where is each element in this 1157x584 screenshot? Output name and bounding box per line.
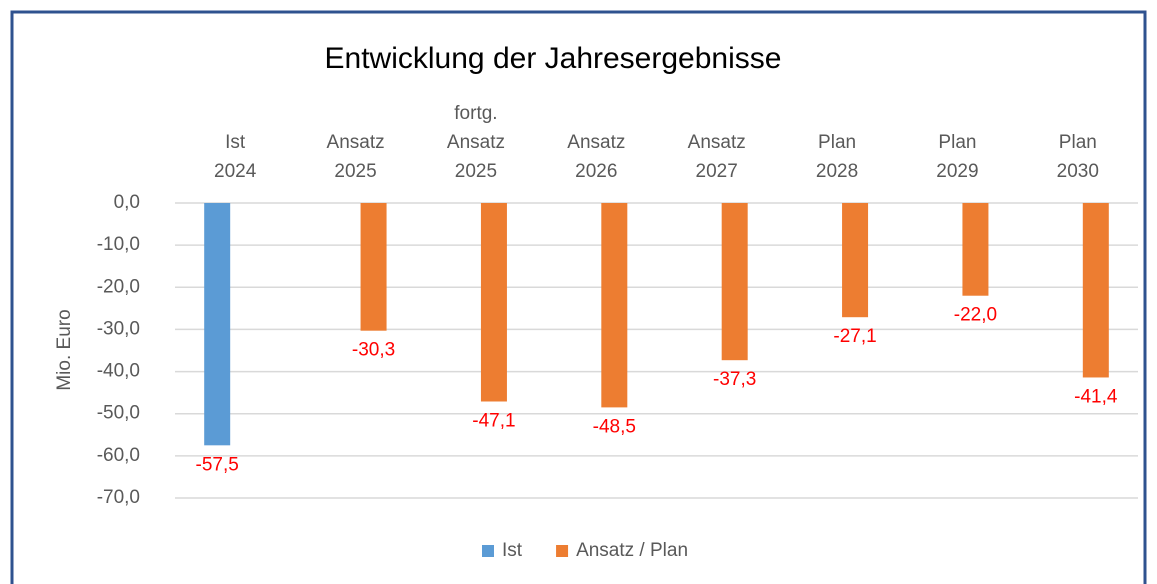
x-tick-label: Ist xyxy=(225,132,246,153)
x-tick-label: 2025 xyxy=(334,161,376,182)
chart-title: Entwicklung der Jahresergebnisse xyxy=(325,42,782,75)
x-tick-label: Plan xyxy=(818,132,856,153)
bar xyxy=(842,203,869,318)
x-tick-label: 2025 xyxy=(455,161,497,182)
x-tick-label: 2029 xyxy=(936,161,978,182)
y-tick-label: -30,0 xyxy=(97,318,140,339)
value-label: -22,0 xyxy=(954,305,997,326)
y-axis-label: Mio. Euro xyxy=(54,309,75,390)
bar xyxy=(204,203,231,446)
x-tick-label: 2026 xyxy=(575,161,617,182)
x-tick-label: 2028 xyxy=(816,161,858,182)
x-tick-label: Plan xyxy=(938,132,976,153)
bar xyxy=(721,203,748,361)
bar xyxy=(360,203,387,331)
value-label: -47,1 xyxy=(472,411,515,432)
value-label: -37,3 xyxy=(713,369,756,390)
legend-label: Ansatz / Plan xyxy=(576,540,688,561)
bar xyxy=(962,203,989,296)
x-tick-label: Ansatz xyxy=(447,132,505,153)
legend-swatch xyxy=(482,545,494,557)
bar xyxy=(1082,203,1109,378)
value-label: -48,5 xyxy=(593,416,636,437)
y-tick-label: -20,0 xyxy=(97,276,140,297)
value-label: -30,3 xyxy=(352,340,395,361)
y-tick-label: -70,0 xyxy=(97,487,140,508)
bar xyxy=(601,203,628,408)
x-tick-label: Ansatz xyxy=(688,132,746,153)
value-label: -57,5 xyxy=(196,454,239,475)
value-label: -27,1 xyxy=(833,326,876,347)
x-tick-label: 2024 xyxy=(214,161,257,182)
y-tick-label: 0,0 xyxy=(114,192,140,213)
y-tick-label: -10,0 xyxy=(97,234,140,255)
bar xyxy=(480,203,507,402)
y-tick-label: -40,0 xyxy=(97,361,140,382)
x-tick-label: Plan xyxy=(1059,132,1097,153)
x-tick-label: Ansatz xyxy=(327,132,385,153)
x-tick-label: fortg. xyxy=(454,103,497,124)
y-tick-label: -50,0 xyxy=(97,403,140,424)
legend-label: Ist xyxy=(502,540,523,561)
x-tick-label: 2030 xyxy=(1057,161,1099,182)
value-label: -41,4 xyxy=(1074,386,1118,407)
x-tick-label: Ansatz xyxy=(567,132,625,153)
frame xyxy=(10,10,1147,584)
x-tick-label: 2027 xyxy=(696,161,738,182)
y-tick-label: -60,0 xyxy=(97,445,140,466)
legend-swatch xyxy=(556,545,569,557)
